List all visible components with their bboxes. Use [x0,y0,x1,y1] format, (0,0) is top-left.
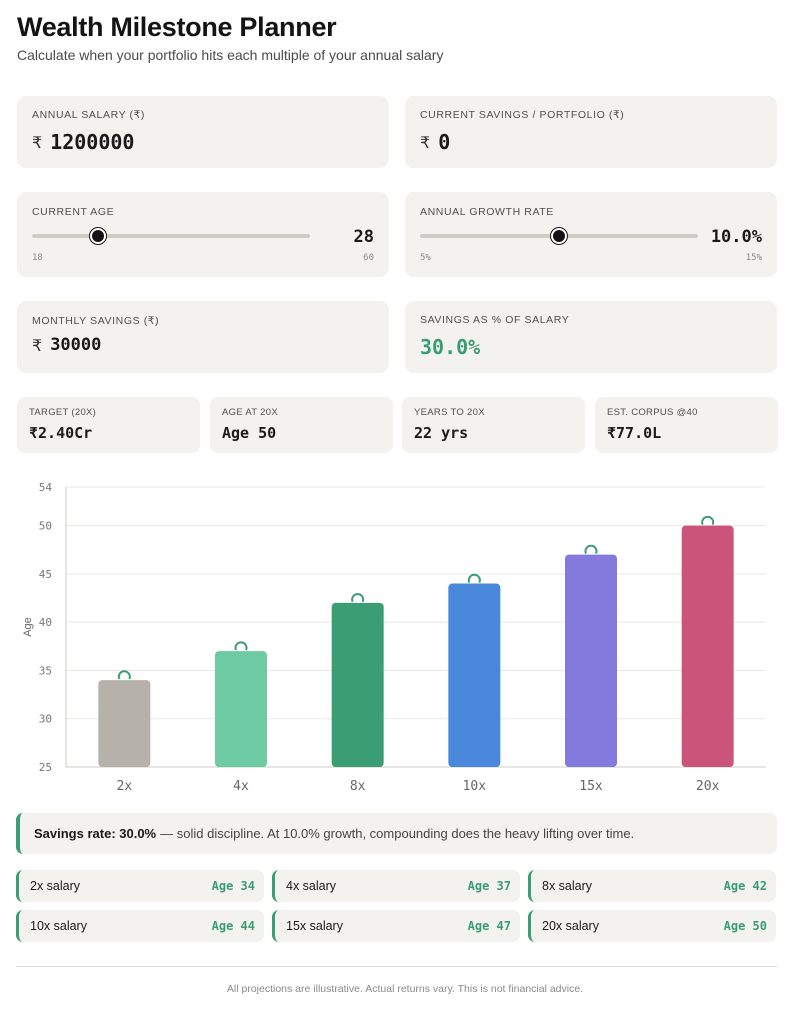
salary-card: ANNUAL SALARY (₹) ₹ 1200000 [17,96,389,168]
bar-marker-15x [584,544,598,555]
y-axis-label: Age [22,617,34,637]
rate-card: SAVINGS AS % OF SALARY 30.0% [405,301,777,373]
milestone-age: Age 34 [211,879,255,893]
milestone-label: 15x salary [286,919,343,933]
growth-value: 10.0% [710,227,762,247]
x-tick-label: 4x [233,779,249,794]
bar-15x [565,554,617,767]
y-tick-label: 30 [39,713,52,726]
milestone-pill: 8x salary Age 42 [528,870,776,902]
milestone-label: 4x salary [286,879,337,893]
bar-8x [331,602,384,767]
x-tick-label: 8x [350,779,366,794]
stat-label: TARGET (20X) [29,407,97,418]
bar-marker-20x [701,515,715,526]
rate-value: 30.0% [420,335,481,359]
x-tick-label: 10x [463,779,487,794]
milestone-age: Age 44 [211,919,255,933]
milestone-chart: 25 30 35 40 45 50 54 Age 2x 4x 8x 10x 15x 20x [22,481,766,794]
stat-value: ₹77.0L [607,424,662,442]
milestone-label: 20x salary [542,919,599,933]
age-card: CURRENT AGE 28 18 60 [17,192,389,277]
stat-target: TARGET (20X) ₹2.40Cr [17,397,200,453]
milestone-age: Age 50 [723,919,767,933]
footer-divider [16,966,777,967]
monthly-card: MONTHLY SAVINGS (₹) ₹ 30000 [17,301,389,373]
monthly-value: 30000 [50,335,102,355]
milestone-age: Age 42 [723,879,767,893]
age-label: CURRENT AGE [32,206,115,218]
rupee-icon: ₹ [420,132,431,152]
bar-2x [98,680,151,767]
y-tick-label: 50 [39,520,52,533]
note-bold: Savings rate: 30.0% [34,826,157,841]
bar-10x [448,583,501,767]
bar-20x [681,525,734,767]
growth-slider-thumb[interactable] [551,228,567,244]
bar-marker-10x [467,573,481,583]
stat-age-at-target: AGE AT 20X Age 50 [210,397,393,453]
y-tick-label: 40 [39,616,52,629]
salary-label: ANNUAL SALARY (₹) [32,109,145,121]
savings-note: Savings rate: 30.0% — solid discipline. … [16,813,777,854]
stat-label: EST. CORPUS @40 [607,407,698,418]
milestone-age: Age 47 [467,919,511,933]
page-subtitle: Calculate when your portfolio hits each … [17,47,444,63]
salary-value: 1200000 [50,130,135,154]
milestone-label: 10x salary [30,919,87,933]
savings-label: CURRENT SAVINGS / PORTFOLIO (₹) [420,109,625,121]
stat-value: ₹2.40Cr [29,424,93,442]
bar-marker-2x [117,670,131,680]
age-slider-thumb[interactable] [90,228,107,244]
milestone-pill: 15x salary Age 47 [272,910,520,942]
x-tick-label: 15x [579,779,603,794]
stat-label: AGE AT 20X [222,407,278,418]
stat-corpus: EST. CORPUS @40 ₹77.0L [595,397,778,453]
stat-value: Age 50 [222,424,277,442]
bar-4x [215,651,267,767]
x-tick-label: 2x [117,779,133,794]
growth-card: ANNUAL GROWTH RATE 10.0% 5% 15% [405,192,777,277]
y-tick-label: 45 [39,568,52,581]
monthly-label: MONTHLY SAVINGS (₹) [32,315,160,327]
savings-card: CURRENT SAVINGS / PORTFOLIO (₹) ₹ 0 [405,96,777,168]
page-title: Wealth Milestone Planner [17,12,337,42]
growth-max-label: 15% [745,253,762,263]
monthly-input[interactable]: ₹ 30000 [32,335,101,355]
growth-min-label: 5% [420,253,431,263]
milestone-age: Age 37 [467,879,511,893]
footer-disclaimer: All projections are illustrative. Actual… [226,983,584,995]
salary-input[interactable]: ₹ 1200000 [32,130,134,154]
y-tick-label: 25 [39,761,52,774]
stat-label: YEARS TO 20X [414,407,485,418]
stat-value: 22 yrs [414,424,469,442]
y-tick-label: 35 [39,664,52,677]
savings-value: 0 [438,130,451,154]
rupee-icon: ₹ [32,335,43,355]
milestone-label: 2x salary [30,879,81,893]
growth-label: ANNUAL GROWTH RATE [420,206,554,218]
milestone-pill: 20x salary Age 50 [528,910,776,942]
milestone-pill: 4x salary Age 37 [272,870,520,902]
y-tick-label: 54 [39,481,53,494]
bar-marker-4x [234,641,248,651]
savings-input[interactable]: ₹ 0 [420,130,450,154]
age-slider-track[interactable] [32,234,310,238]
age-min-label: 18 [32,253,43,263]
age-max-label: 60 [363,253,374,263]
rate-label: SAVINGS AS % OF SALARY [420,314,570,326]
rupee-icon: ₹ [32,132,43,152]
stat-years: YEARS TO 20X 22 yrs [402,397,585,453]
milestone-pill: 2x salary Age 34 [16,870,264,902]
note-text: — solid discipline. At 10.0% growth, com… [160,826,635,841]
milestone-label: 8x salary [542,879,593,893]
milestone-pill: 10x salary Age 44 [16,910,264,942]
bar-marker-8x [351,593,365,603]
x-tick-label: 20x [696,779,720,794]
age-value: 28 [353,227,374,247]
